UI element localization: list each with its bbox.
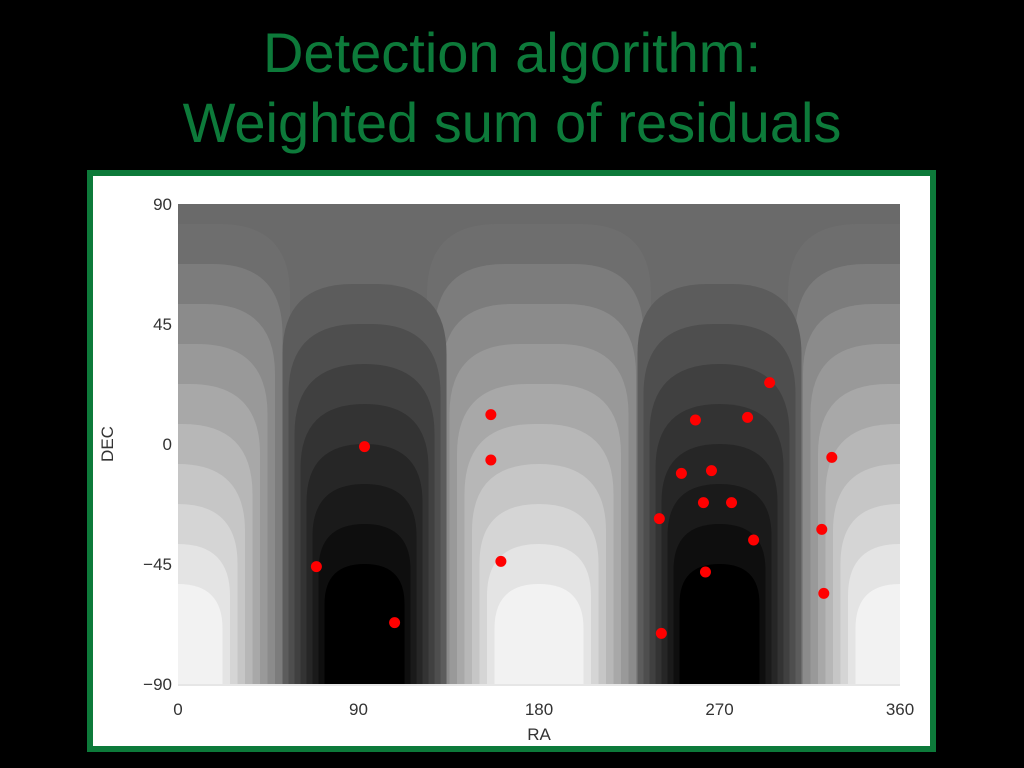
data-point (826, 451, 838, 463)
y-tick-label: 45 (153, 315, 172, 334)
contour-bright-band (178, 584, 223, 684)
data-point (653, 513, 665, 525)
contour-background (178, 204, 900, 684)
x-tick-label: 0 (173, 700, 182, 719)
data-point (485, 454, 497, 466)
contour-dark-band (324, 564, 405, 684)
data-point (816, 523, 828, 535)
data-point (742, 411, 754, 423)
data-point (697, 497, 709, 509)
data-point (726, 497, 738, 509)
x-tick-label: 360 (886, 700, 914, 719)
y-axis-label: DEC (98, 426, 117, 462)
axes: 0 90 180 270 360 90 45 0 −45 −90 (143, 195, 914, 719)
data-point (495, 555, 507, 567)
x-tick-label: 180 (525, 700, 553, 719)
data-point (485, 409, 497, 421)
data-point (705, 465, 717, 477)
slide-title: Detection algorithm: Weighted sum of res… (0, 18, 1024, 158)
data-point (389, 617, 401, 629)
data-point (748, 534, 760, 546)
x-axis-label: RA (527, 725, 551, 744)
title-line-1: Detection algorithm: (262, 21, 761, 84)
scatter-chart: 0 90 180 270 360 90 45 0 −45 −90 RA DEC (98, 195, 914, 744)
data-point (699, 566, 711, 578)
data-point (689, 414, 701, 426)
data-points (310, 377, 838, 639)
x-tick-label: 90 (349, 700, 368, 719)
contour-bright-band (855, 584, 900, 684)
data-point (655, 627, 667, 639)
y-tick-label: 0 (163, 435, 172, 454)
contour-dark-band (679, 564, 760, 684)
data-point (764, 377, 776, 389)
y-tick-label: −45 (143, 555, 172, 574)
chart-frame: 0 90 180 270 360 90 45 0 −45 −90 RA DEC (87, 170, 936, 752)
data-point (818, 587, 830, 599)
y-tick-label: −90 (143, 675, 172, 694)
data-point (310, 561, 322, 573)
data-point (675, 467, 687, 479)
contour-bright-band (494, 584, 584, 684)
title-line-2: Weighted sum of residuals (182, 91, 842, 154)
y-tick-label: 90 (153, 195, 172, 214)
data-point (359, 441, 371, 453)
x-tick-label: 270 (705, 700, 733, 719)
